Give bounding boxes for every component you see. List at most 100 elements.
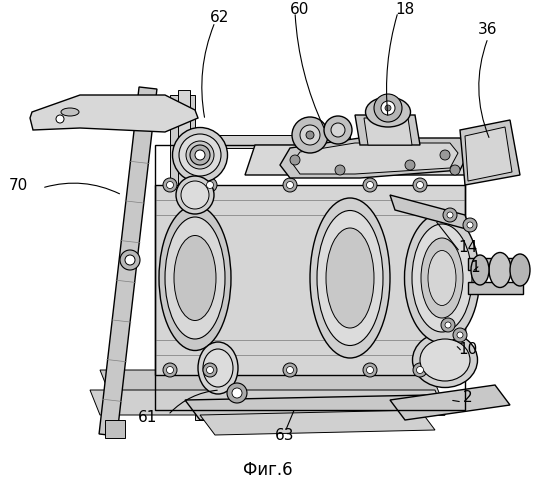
Ellipse shape xyxy=(366,97,411,127)
Circle shape xyxy=(367,366,374,374)
Ellipse shape xyxy=(165,217,225,339)
Polygon shape xyxy=(390,195,470,230)
Circle shape xyxy=(324,116,352,144)
Circle shape xyxy=(463,218,477,232)
Circle shape xyxy=(232,388,242,398)
Circle shape xyxy=(306,131,314,139)
Ellipse shape xyxy=(412,224,472,332)
Circle shape xyxy=(440,150,450,160)
Ellipse shape xyxy=(489,252,511,288)
Circle shape xyxy=(331,123,345,137)
Polygon shape xyxy=(99,87,157,436)
Circle shape xyxy=(290,155,300,165)
Circle shape xyxy=(287,182,294,188)
Polygon shape xyxy=(30,95,198,132)
Circle shape xyxy=(203,363,217,377)
Polygon shape xyxy=(195,135,350,148)
Ellipse shape xyxy=(159,206,231,350)
Circle shape xyxy=(195,150,205,160)
Polygon shape xyxy=(105,420,125,438)
Circle shape xyxy=(405,160,415,170)
Text: 63: 63 xyxy=(276,428,295,442)
Text: 18: 18 xyxy=(396,2,415,18)
Ellipse shape xyxy=(186,141,214,169)
Ellipse shape xyxy=(326,228,374,328)
Polygon shape xyxy=(170,95,195,200)
Text: 2: 2 xyxy=(463,390,473,406)
Polygon shape xyxy=(185,395,445,420)
Polygon shape xyxy=(100,370,440,395)
Ellipse shape xyxy=(317,210,383,346)
Polygon shape xyxy=(390,385,510,420)
Circle shape xyxy=(163,178,177,192)
Polygon shape xyxy=(178,90,190,205)
Circle shape xyxy=(457,332,463,338)
Circle shape xyxy=(206,366,213,374)
Text: 36: 36 xyxy=(478,22,498,38)
Ellipse shape xyxy=(173,128,227,182)
Ellipse shape xyxy=(203,349,233,387)
Circle shape xyxy=(416,366,423,374)
Ellipse shape xyxy=(420,339,470,381)
Circle shape xyxy=(445,322,451,328)
Polygon shape xyxy=(90,390,445,415)
Text: 60: 60 xyxy=(291,2,310,18)
Text: 1: 1 xyxy=(470,260,480,276)
Ellipse shape xyxy=(510,254,530,286)
Text: 14: 14 xyxy=(458,240,478,256)
Circle shape xyxy=(163,363,177,377)
Circle shape xyxy=(441,318,455,332)
Ellipse shape xyxy=(198,342,238,394)
Circle shape xyxy=(283,363,297,377)
Ellipse shape xyxy=(181,181,209,209)
Circle shape xyxy=(287,366,294,374)
Ellipse shape xyxy=(405,213,480,343)
Circle shape xyxy=(227,383,247,403)
Circle shape xyxy=(453,328,467,342)
Polygon shape xyxy=(200,410,435,435)
Circle shape xyxy=(363,363,377,377)
Circle shape xyxy=(335,165,345,175)
Polygon shape xyxy=(465,127,512,181)
Circle shape xyxy=(120,250,140,270)
Ellipse shape xyxy=(428,250,456,306)
Polygon shape xyxy=(460,120,520,185)
Polygon shape xyxy=(355,115,420,145)
Circle shape xyxy=(206,182,213,188)
Bar xyxy=(468,258,523,270)
Bar xyxy=(155,145,465,410)
Bar xyxy=(155,185,465,375)
Polygon shape xyxy=(195,408,350,420)
Ellipse shape xyxy=(310,198,390,358)
Circle shape xyxy=(363,178,377,192)
Ellipse shape xyxy=(471,255,489,285)
Circle shape xyxy=(300,125,320,145)
Circle shape xyxy=(367,182,374,188)
Circle shape xyxy=(283,178,297,192)
Text: Фиг.6: Фиг.6 xyxy=(243,461,293,479)
Circle shape xyxy=(292,117,328,153)
Circle shape xyxy=(167,182,174,188)
Circle shape xyxy=(447,212,453,218)
Circle shape xyxy=(203,178,217,192)
Text: 70: 70 xyxy=(9,178,28,192)
Circle shape xyxy=(167,366,174,374)
Circle shape xyxy=(467,222,473,228)
Ellipse shape xyxy=(174,236,216,320)
Circle shape xyxy=(190,145,210,165)
Polygon shape xyxy=(245,145,500,175)
Circle shape xyxy=(413,363,427,377)
Ellipse shape xyxy=(176,176,214,214)
Circle shape xyxy=(381,101,395,115)
Polygon shape xyxy=(280,138,470,178)
Text: 62: 62 xyxy=(210,10,230,26)
Circle shape xyxy=(443,208,457,222)
Circle shape xyxy=(56,115,64,123)
Ellipse shape xyxy=(421,238,463,318)
Circle shape xyxy=(385,105,391,111)
Ellipse shape xyxy=(61,108,79,116)
Circle shape xyxy=(374,94,402,122)
Circle shape xyxy=(416,182,423,188)
Text: 61: 61 xyxy=(138,410,158,426)
Circle shape xyxy=(450,165,460,175)
